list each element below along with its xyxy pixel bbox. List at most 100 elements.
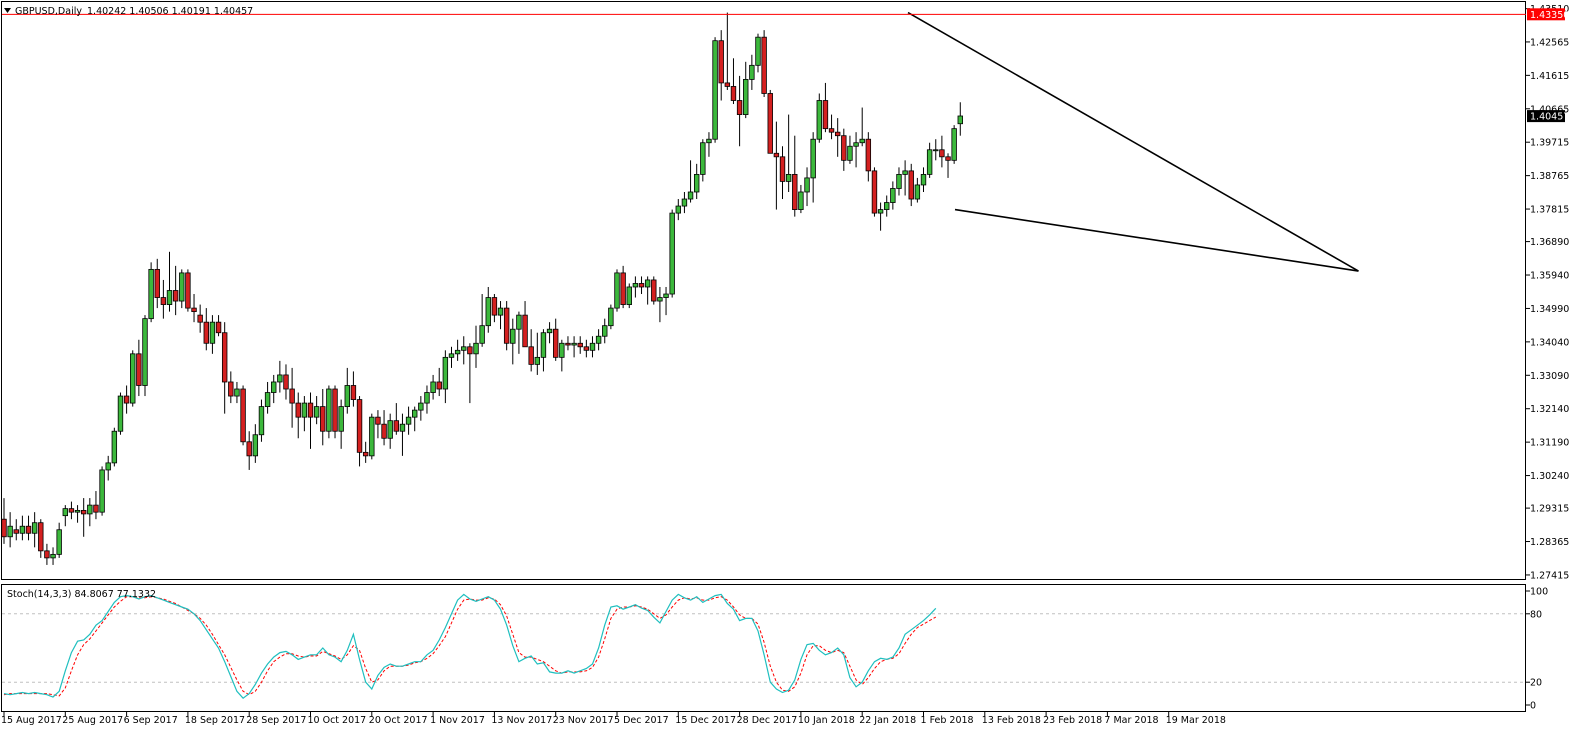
candle[interactable]	[565, 336, 571, 351]
candle[interactable]	[320, 389, 326, 446]
candle[interactable]	[277, 360, 283, 393]
candle[interactable]	[890, 181, 896, 210]
candle[interactable]	[264, 381, 271, 414]
candle[interactable]	[136, 339, 142, 397]
candle[interactable]	[418, 396, 424, 421]
candle[interactable]	[675, 199, 681, 221]
candle[interactable]	[491, 294, 498, 323]
candle[interactable]	[736, 75, 743, 147]
candle[interactable]	[847, 135, 853, 164]
candle[interactable]	[792, 135, 798, 217]
candle[interactable]	[810, 132, 816, 203]
candle[interactable]	[93, 491, 99, 520]
price-panel[interactable]	[1, 1, 1526, 580]
candle[interactable]	[350, 371, 357, 407]
candle[interactable]	[375, 410, 381, 439]
candle[interactable]	[644, 276, 651, 305]
candle[interactable]	[338, 399, 344, 449]
candle[interactable]	[283, 364, 289, 400]
candle[interactable]	[884, 195, 890, 217]
chart-menu-icon[interactable]	[4, 8, 11, 13]
candle[interactable]	[301, 396, 308, 432]
candle[interactable]	[19, 515, 26, 541]
candle[interactable]	[387, 413, 393, 449]
candle[interactable]	[393, 403, 400, 435]
candle[interactable]	[369, 413, 375, 460]
candle[interactable]	[926, 142, 933, 178]
candle[interactable]	[761, 30, 767, 97]
candle[interactable]	[179, 269, 185, 309]
candle[interactable]	[571, 336, 577, 358]
candle[interactable]	[497, 301, 504, 330]
candle[interactable]	[687, 160, 694, 203]
candle[interactable]	[663, 286, 669, 316]
candle[interactable]	[258, 399, 265, 442]
candle[interactable]	[706, 132, 712, 157]
candle[interactable]	[933, 139, 939, 161]
candle[interactable]	[332, 385, 338, 439]
candle[interactable]	[651, 276, 657, 305]
candle[interactable]	[142, 315, 148, 397]
candle[interactable]	[7, 512, 13, 548]
candle[interactable]	[424, 385, 430, 414]
candle[interactable]	[31, 512, 38, 548]
candle[interactable]	[693, 163, 700, 200]
upper-trendline[interactable]	[907, 11, 1359, 272]
candle[interactable]	[914, 177, 921, 203]
candle[interactable]	[289, 367, 295, 428]
candle[interactable]	[381, 410, 387, 446]
candle[interactable]	[246, 431, 252, 470]
candle[interactable]	[834, 118, 841, 157]
candle[interactable]	[215, 315, 222, 337]
candle[interactable]	[503, 301, 510, 351]
candle[interactable]	[166, 251, 173, 312]
candle[interactable]	[50, 547, 56, 565]
candle[interactable]	[681, 191, 688, 214]
candle[interactable]	[252, 424, 259, 463]
candle[interactable]	[657, 286, 663, 323]
candle[interactable]	[62, 505, 68, 527]
candle[interactable]	[117, 392, 124, 435]
candle[interactable]	[822, 82, 829, 133]
candle[interactable]	[798, 184, 804, 214]
candle[interactable]	[939, 135, 945, 168]
candle[interactable]	[516, 311, 522, 354]
candle[interactable]	[902, 160, 908, 196]
candle[interactable]	[816, 93, 822, 143]
candle[interactable]	[209, 315, 216, 354]
candle[interactable]	[436, 367, 442, 397]
candle[interactable]	[234, 381, 240, 404]
candle[interactable]	[749, 54, 755, 90]
candle[interactable]	[865, 132, 872, 182]
candle[interactable]	[620, 265, 626, 309]
candle[interactable]	[228, 371, 234, 404]
candle[interactable]	[945, 153, 951, 178]
candle[interactable]	[553, 318, 559, 361]
candle[interactable]	[718, 30, 724, 101]
candle[interactable]	[160, 279, 167, 319]
candle[interactable]	[896, 167, 902, 196]
candle[interactable]	[871, 167, 878, 217]
candle[interactable]	[154, 258, 160, 309]
candle[interactable]	[755, 33, 761, 73]
candle[interactable]	[700, 139, 706, 182]
lower-trendline[interactable]	[954, 208, 1359, 272]
candle[interactable]	[56, 522, 62, 558]
candle[interactable]	[326, 385, 332, 439]
candle[interactable]	[111, 427, 118, 467]
candle[interactable]	[608, 304, 614, 330]
candle[interactable]	[123, 385, 130, 414]
candle[interactable]	[197, 304, 203, 333]
candle[interactable]	[773, 121, 780, 210]
candle[interactable]	[240, 385, 246, 446]
candle[interactable]	[920, 167, 927, 192]
candle[interactable]	[510, 318, 516, 365]
candle[interactable]	[841, 128, 847, 171]
candle[interactable]	[344, 367, 350, 414]
candle[interactable]	[412, 406, 418, 432]
candle[interactable]	[669, 209, 675, 298]
candle[interactable]	[546, 322, 553, 344]
candle[interactable]	[614, 269, 620, 312]
candle[interactable]	[185, 269, 191, 312]
candle[interactable]	[38, 519, 44, 558]
